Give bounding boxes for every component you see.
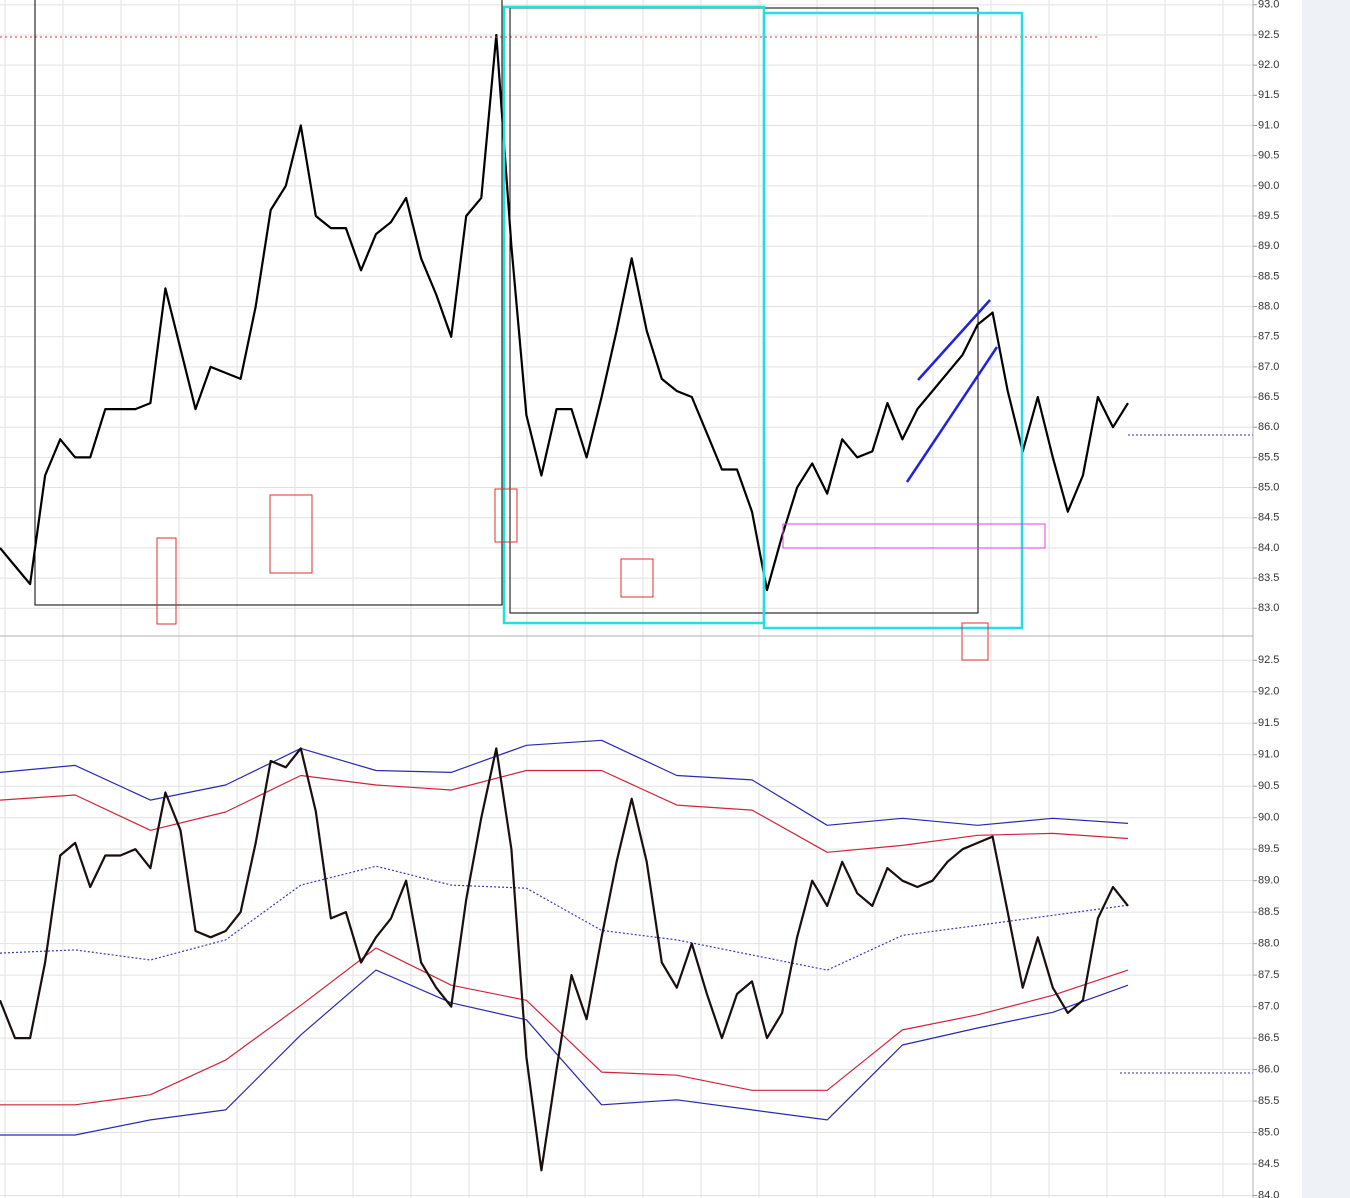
channel-line xyxy=(917,299,991,381)
red-box xyxy=(961,622,989,661)
y-tick-label: 88.0 xyxy=(1258,938,1279,950)
y-tick-label: 90.0 xyxy=(1258,812,1279,824)
y-tick-label: 86.5 xyxy=(1258,391,1279,403)
y-tick-label: 84.0 xyxy=(1258,1189,1279,1198)
y-tick-label: 84.5 xyxy=(1258,1158,1279,1170)
y-tick-label: 86.5 xyxy=(1258,1032,1279,1044)
box xyxy=(509,7,979,614)
series-line xyxy=(0,947,1129,1106)
y-tick-label: 85.5 xyxy=(1258,451,1279,463)
series-line xyxy=(0,33,1129,592)
y-tick-label: 89.5 xyxy=(1258,210,1279,222)
y-tick-label: 91.5 xyxy=(1258,717,1279,729)
y-tick-label: 85.5 xyxy=(1258,1095,1279,1107)
y-tick-label: 88.5 xyxy=(1258,906,1279,918)
magenta-box xyxy=(782,523,1046,549)
y-tick-label: 92.5 xyxy=(1258,29,1279,41)
drawings xyxy=(0,0,1253,1074)
vertical-grid xyxy=(4,0,1224,1198)
plots xyxy=(0,4,1257,1196)
y-tick-label: 87.0 xyxy=(1258,1000,1279,1012)
y-tick-label: 87.5 xyxy=(1258,969,1279,981)
y-tick-label: 92.5 xyxy=(1258,654,1279,666)
series-line xyxy=(0,747,1129,1172)
channel-line xyxy=(905,346,999,483)
y-tick-label: 91.0 xyxy=(1258,119,1279,131)
y-tick-label: 93.0 xyxy=(1258,0,1279,11)
series-line xyxy=(0,969,1129,1136)
y-tick-label: 85.0 xyxy=(1258,481,1279,493)
red-box xyxy=(620,558,654,598)
y-tick-label: 85.0 xyxy=(1258,1126,1279,1138)
y-tick-label: 88.0 xyxy=(1258,300,1279,312)
y-tick-label: 90.0 xyxy=(1258,180,1279,192)
y-tick-label: 86.0 xyxy=(1258,421,1279,433)
y-tick-label: 89.0 xyxy=(1258,240,1279,252)
y-tick-label: 92.0 xyxy=(1258,59,1279,71)
y-tick-label: 90.5 xyxy=(1258,780,1279,792)
y-tick-label: 91.0 xyxy=(1258,749,1279,761)
cyan-box xyxy=(762,11,1024,630)
y-tick-label: 87.5 xyxy=(1258,331,1279,343)
red-box xyxy=(156,537,177,625)
y-tick-label: 88.5 xyxy=(1258,270,1279,282)
series-line xyxy=(0,865,1129,971)
y-tick-label: 84.5 xyxy=(1258,512,1279,524)
y-tick-label: 87.0 xyxy=(1258,361,1279,373)
y-tick-label: 84.0 xyxy=(1258,542,1279,554)
y-tick-label: 92.0 xyxy=(1258,686,1279,698)
y-tick-label: 86.0 xyxy=(1258,1063,1279,1075)
y-tick-label: 89.5 xyxy=(1258,843,1279,855)
series-line xyxy=(0,769,1129,853)
y-tick-label: 83.5 xyxy=(1258,572,1279,584)
red-box xyxy=(269,494,313,574)
side-strip xyxy=(1302,0,1350,1198)
y-tick-label: 91.5 xyxy=(1258,89,1279,101)
y-tick-label: 90.5 xyxy=(1258,150,1279,162)
cyan-box xyxy=(502,5,766,625)
box xyxy=(34,0,503,606)
y-tick-label: 89.0 xyxy=(1258,875,1279,887)
y-tick-label: 83.0 xyxy=(1258,602,1279,614)
red-box xyxy=(494,488,518,543)
series-line xyxy=(0,739,1129,826)
